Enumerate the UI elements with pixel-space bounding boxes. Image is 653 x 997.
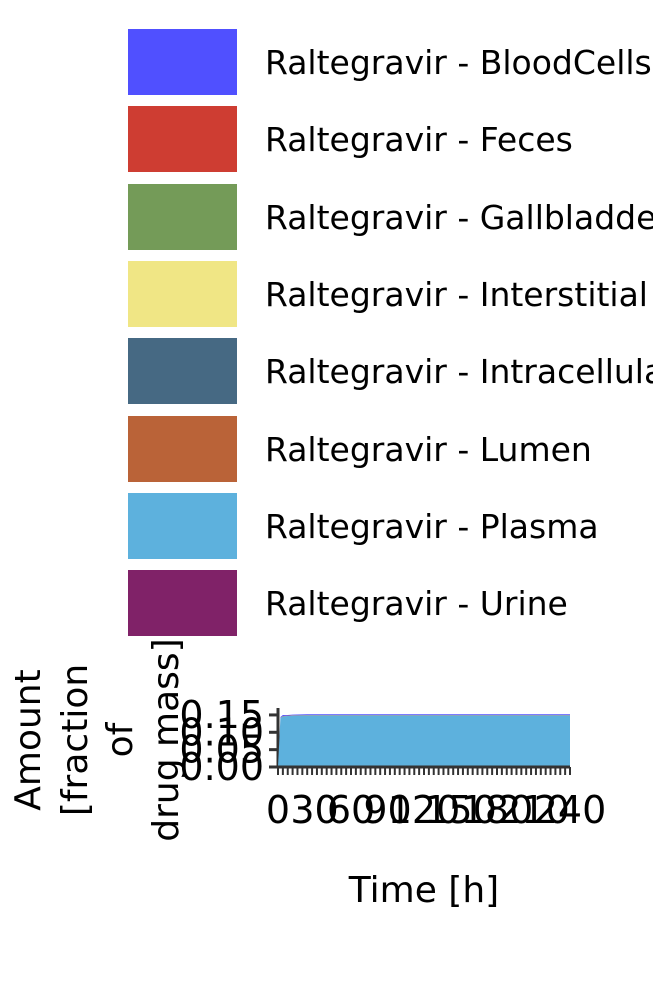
chart-svg: Amount [fraction of drug mass] 0.000.050.10… xyxy=(8,640,607,911)
legend-item: Raltegravir - Urine xyxy=(128,570,653,637)
x-axis-title: Time [h] xyxy=(348,870,499,911)
legend-swatch xyxy=(128,29,237,95)
x-tick-label: 0 xyxy=(266,788,290,832)
legend-item: Raltegravir - Intracellular xyxy=(128,338,653,405)
legend: Raltegravir - BloodCells Raltegravir - Fe… xyxy=(128,29,653,637)
x-tick-label: 90 xyxy=(363,788,411,832)
x-tick-label: 180 xyxy=(461,788,534,832)
legend-item: Raltegravir - Plasma xyxy=(128,492,653,559)
plot-area xyxy=(278,714,570,767)
x-tick-label: 60 xyxy=(327,788,375,832)
legend-label: Raltegravir - Feces xyxy=(265,120,573,160)
y-axis-title-line: of xyxy=(100,721,141,757)
legend-swatch xyxy=(128,183,237,250)
legend-label: Raltegravir - Gallbladder xyxy=(265,197,653,237)
legend-label: Raltegravir - Intracellular xyxy=(265,352,653,392)
y-axis-title-line: Amount xyxy=(8,669,49,810)
legend-swatch xyxy=(128,106,237,173)
y-tick-label: 0.10 xyxy=(179,710,264,754)
legend-item: Raltegravir - Interstitial xyxy=(128,260,653,327)
legend-swatch xyxy=(128,570,237,637)
y-tick-label: 0.05 xyxy=(179,728,264,772)
y-axis: 0.000.050.100.15 xyxy=(179,693,280,789)
y-tick-label: 0.00 xyxy=(179,745,264,789)
x-tick-label: 150 xyxy=(424,788,497,832)
legend-item: Raltegravir - Feces xyxy=(128,106,653,173)
legend-label: Raltegravir - Interstitial xyxy=(265,274,648,314)
legend-swatch xyxy=(128,415,237,482)
x-tick-label: 120 xyxy=(388,788,461,832)
area-series xyxy=(278,715,570,767)
x-tick-label: 210 xyxy=(497,788,570,832)
legend-swatch xyxy=(128,492,237,559)
legend-item: Raltegravir - Gallbladder xyxy=(128,183,653,250)
y-axis-title-line: drug mass] xyxy=(146,640,187,842)
x-tick-label: 240 xyxy=(534,788,607,832)
y-axis-title: Amount [fraction of drug mass] xyxy=(8,640,187,842)
legend-item: Raltegravir - Lumen xyxy=(128,415,653,482)
legend-label: Raltegravir - BloodCells xyxy=(265,43,652,82)
y-axis-title-line: [fraction xyxy=(55,664,96,816)
legend-label: Raltegravir - Plasma xyxy=(265,506,599,546)
legend-label: Raltegravir - Urine xyxy=(265,584,568,624)
y-tick-label: 0.15 xyxy=(179,693,264,737)
x-tick-label: 30 xyxy=(290,788,338,832)
area-chart: Amount [fraction of drug mass] 0.00 0.05 0.10… xyxy=(0,640,653,997)
legend-label: Raltegravir - Lumen xyxy=(265,429,592,469)
legend-item: Raltegravir - BloodCells xyxy=(128,29,653,95)
legend-swatch xyxy=(128,338,237,405)
legend-swatch xyxy=(128,260,237,327)
